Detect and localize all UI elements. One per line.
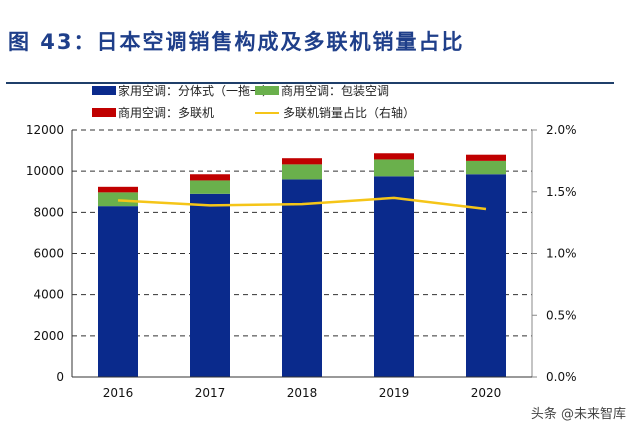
legend-label: 商用空调：包装空调 (281, 84, 390, 98)
y-tick-label: 12000 (26, 123, 64, 137)
bar-segment (282, 164, 322, 180)
bar-segment (466, 160, 506, 175)
bar-segment (282, 158, 322, 165)
legend-swatch (255, 86, 279, 95)
bar-segment (374, 153, 414, 160)
bar-segment (466, 154, 506, 161)
legend-label: 商用空调：多联机 (118, 106, 215, 120)
x-tick-label: 2018 (287, 386, 318, 400)
bar-segment (190, 174, 230, 181)
bar-segment (282, 179, 322, 377)
watermark: 头条 @未来智库 (530, 407, 626, 422)
title-divider (6, 82, 614, 84)
bar-segment (98, 186, 138, 193)
y-tick-label: 4000 (33, 288, 64, 302)
x-tick-label: 2020 (471, 386, 502, 400)
x-tick-label: 2016 (103, 386, 134, 400)
bar-segment (374, 176, 414, 377)
legend-label: 家用空调：分体式（一拖一） (118, 84, 275, 98)
bar-segment (98, 192, 138, 207)
share-line (117, 196, 487, 211)
legend-swatch (255, 111, 279, 114)
y-tick-label: 2000 (33, 329, 64, 343)
bar-segment (190, 180, 230, 194)
y-tick-label: 0 (56, 370, 64, 384)
legend-item-share: 多联机销量占比（右轴） (255, 104, 415, 121)
x-tick-label: 2017 (195, 386, 226, 400)
bar-segment (374, 159, 414, 177)
legend-label: 多联机销量占比（右轴） (283, 106, 416, 120)
figure-title: 图 43：日本空调销售构成及多联机销量占比 (8, 30, 465, 54)
bar-segment (190, 193, 230, 377)
bar-segment (98, 206, 138, 377)
y2-tick-label: 2.0% (546, 123, 577, 137)
x-tick-label: 2019 (379, 386, 410, 400)
legend-item-vrf: 商用空调：多联机 (92, 104, 214, 121)
y2-tick-label: 1.5% (546, 185, 577, 199)
y2-tick-label: 0.5% (546, 308, 577, 322)
legend-item-package: 商用空调：包装空调 (255, 82, 389, 99)
y-tick-label: 10000 (26, 164, 64, 178)
legend-item-split: 家用空调：分体式（一拖一） (92, 82, 274, 99)
legend-swatch (92, 108, 116, 117)
y2-tick-label: 1.0% (546, 247, 577, 261)
y-tick-label: 8000 (33, 205, 64, 219)
legend-swatch (92, 86, 116, 95)
y2-tick-label: 0.0% (546, 370, 577, 384)
bar-segment (466, 174, 506, 377)
y-tick-label: 6000 (33, 247, 64, 261)
